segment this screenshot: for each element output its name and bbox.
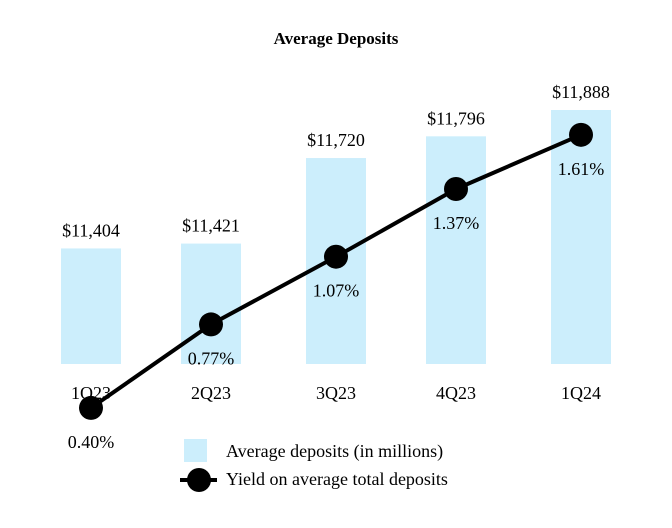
yield-point-4q23 (444, 176, 468, 201)
yield-point-2q23 (199, 312, 223, 337)
legend-marker-yield (187, 468, 211, 492)
bar-2q23 (181, 243, 241, 364)
x-tick-4q23: 4Q23 (436, 383, 476, 403)
chart-title: Average Deposits (274, 29, 399, 48)
yield-point-1q24 (569, 122, 593, 147)
yield-label-2q23: 0.77% (188, 348, 235, 368)
bar-1q24 (551, 110, 611, 364)
yield-label-1q24: 1.61% (558, 159, 605, 179)
x-tick-3q23: 3Q23 (316, 383, 356, 403)
bars-layer (61, 110, 611, 364)
x-tick-1q24: 1Q24 (561, 383, 601, 403)
yield-label-1q23: 0.40% (68, 432, 115, 452)
yield-labels-layer: 0.40% 0.77% 1.07% 1.37% 1.61% (68, 159, 605, 452)
x-tick-2q23: 2Q23 (191, 383, 231, 403)
x-axis-tick-labels: 1Q23 2Q23 3Q23 4Q23 1Q24 (71, 383, 601, 403)
yield-point-3q23 (324, 244, 348, 269)
yield-point-1q23 (79, 395, 103, 420)
bar-label-1q24: $11,888 (552, 82, 610, 102)
legend-label-deposits: Average deposits (in millions) (226, 441, 443, 462)
bar-1q23 (61, 248, 121, 364)
yield-label-4q23: 1.37% (433, 213, 480, 233)
legend: Average deposits (in millions) Yield on … (180, 439, 448, 492)
yield-line-layer (79, 122, 593, 420)
bar-label-4q23: $11,796 (427, 108, 485, 128)
legend-swatch-deposits (184, 439, 207, 462)
yield-label-3q23: 1.07% (313, 281, 360, 301)
bar-label-2q23: $11,421 (182, 216, 240, 236)
bar-label-1q23: $11,404 (62, 220, 120, 240)
bar-4q23 (426, 136, 486, 364)
x-tick-1q23: 1Q23 (71, 383, 111, 403)
bar-label-3q23: $11,720 (307, 130, 365, 150)
legend-label-yield: Yield on average total deposits (226, 469, 448, 489)
bar-labels-layer: $11,404 $11,421 $11,720 $11,796 $11,888 (62, 82, 610, 240)
